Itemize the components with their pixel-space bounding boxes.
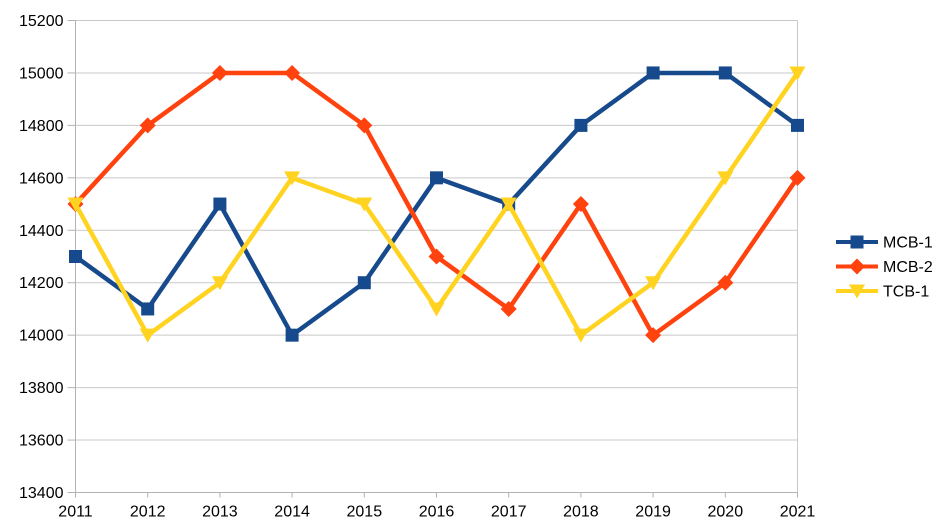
data-point-tcb-1 [67, 197, 84, 212]
data-point-mcb-1 [574, 118, 588, 132]
x-axis-label: 2015 [347, 504, 383, 521]
data-point-mcb-2 [572, 196, 589, 213]
legend-label-mcb-2: MCB-2 [883, 259, 933, 276]
data-point-mcb-1 [141, 302, 155, 316]
data-point-mcb-1 [357, 276, 371, 290]
y-axis-label: 14000 [19, 328, 64, 345]
y-axis-label: 15200 [19, 13, 64, 30]
legend-label-tcb-1: TCB-1 [883, 284, 929, 301]
data-point-mcb-1 [646, 66, 660, 80]
data-point-tcb-1 [500, 197, 517, 212]
x-axis-label: 2013 [202, 504, 238, 521]
data-point-mcb-1 [430, 171, 443, 185]
x-axis-label: 2021 [780, 504, 816, 521]
x-axis-label: 2011 [58, 504, 93, 521]
data-point-tcb-1 [789, 66, 806, 81]
data-point-tcb-1 [211, 276, 228, 291]
data-point-mcb-2 [211, 64, 228, 81]
legend-key-marker-tcb-1 [849, 284, 865, 299]
data-point-tcb-1 [717, 171, 734, 186]
y-axis-label: 14800 [19, 118, 64, 135]
y-axis-label: 13400 [19, 485, 64, 502]
data-point-tcb-1 [139, 328, 156, 343]
x-axis-label: 2019 [635, 504, 671, 521]
y-axis-label: 15000 [19, 65, 64, 82]
y-axis-label: 13600 [19, 433, 64, 450]
data-point-mcb-1 [213, 197, 227, 211]
data-point-mcb-2 [645, 327, 662, 344]
y-axis-label: 13800 [19, 380, 64, 397]
data-point-tcb-1 [572, 328, 589, 343]
data-point-mcb-1 [718, 66, 732, 80]
data-point-mcb-1 [285, 328, 299, 342]
series-line-mcb-1 [74, 70, 799, 338]
legend-key-marker-mcb-1 [850, 235, 864, 249]
data-point-mcb-2 [139, 117, 156, 134]
series-line-tcb-1 [73, 71, 800, 338]
x-axis-label: 2012 [130, 504, 166, 521]
x-axis-label: 2018 [563, 504, 599, 521]
data-point-mcb-1 [791, 118, 804, 132]
x-axis-label: 2020 [708, 504, 744, 521]
legend-label-mcb-1: MCB-1 [883, 235, 933, 252]
x-axis-label: 2016 [419, 504, 455, 521]
y-axis-label: 14600 [19, 170, 64, 187]
data-point-tcb-1 [645, 276, 662, 291]
data-point-tcb-1 [428, 302, 445, 317]
legend-key-marker-mcb-2 [849, 258, 865, 275]
data-point-tcb-1 [356, 197, 373, 212]
x-axis-label: 2017 [491, 504, 527, 521]
x-axis-label: 2014 [274, 504, 310, 521]
data-point-mcb-2 [284, 64, 301, 81]
data-point-mcb-2 [356, 117, 373, 134]
data-point-tcb-1 [284, 171, 301, 186]
data-point-mcb-2 [428, 248, 445, 265]
y-axis-label: 14200 [19, 275, 64, 292]
data-point-mcb-2 [789, 169, 806, 186]
y-axis-label: 14400 [19, 223, 64, 240]
data-point-mcb-2 [717, 274, 734, 291]
data-point-mcb-2 [500, 300, 517, 317]
data-point-mcb-1 [69, 250, 82, 263]
series-line-mcb-2 [73, 70, 800, 338]
